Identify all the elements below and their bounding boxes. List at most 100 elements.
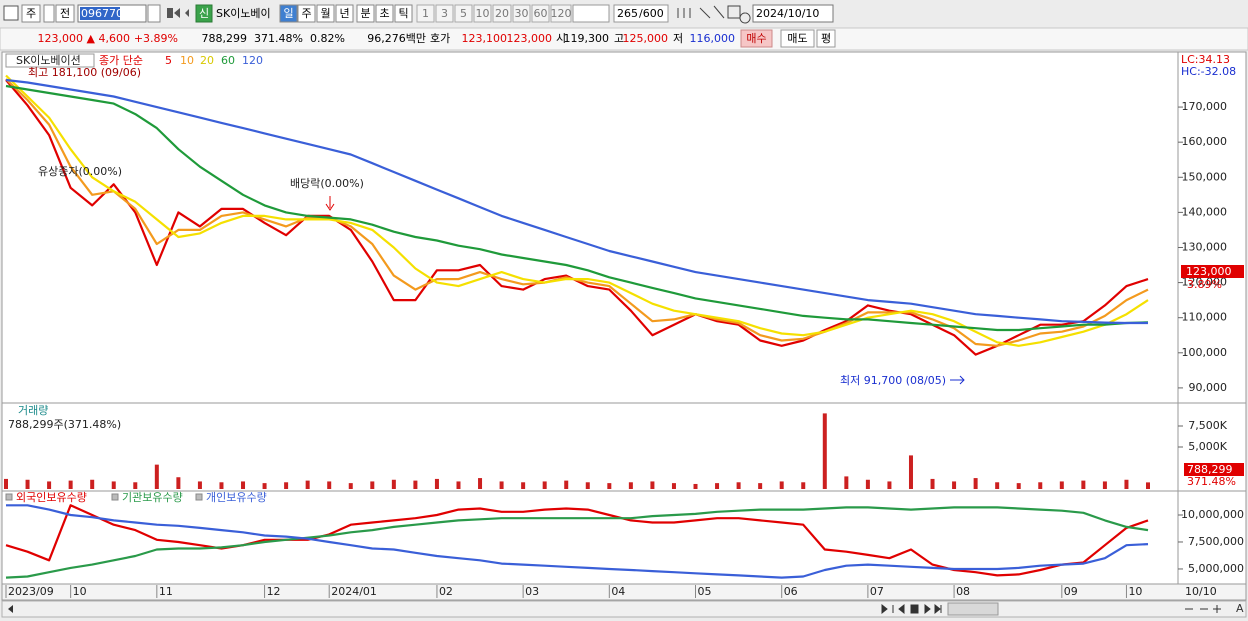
interval-label[interactable]: 120	[551, 7, 572, 20]
count-box[interactable]	[613, 4, 669, 23]
y-tick-label: 140,000	[1182, 205, 1228, 218]
tool-icons[interactable]	[677, 5, 751, 24]
period-label[interactable]: 월	[320, 7, 330, 20]
interval-button[interactable]	[531, 4, 550, 23]
last-volume-box	[1184, 463, 1244, 476]
quote-amount: 96,276백만	[367, 32, 426, 45]
interval-button[interactable]	[435, 4, 454, 23]
y-tick-label: 7,500K	[1188, 419, 1227, 432]
volume-bar	[348, 483, 353, 489]
volume-bar	[499, 481, 504, 489]
period-label[interactable]: 년	[339, 7, 349, 20]
interval-label[interactable]: 3	[441, 7, 448, 20]
y-tick-label: 160,000	[1182, 135, 1228, 148]
period-button[interactable]	[297, 4, 316, 23]
interval-label[interactable]: 20	[495, 7, 509, 20]
eval-button[interactable]	[816, 29, 836, 48]
y-tick-label: 90,000	[1189, 381, 1228, 394]
credit-label: 신	[199, 7, 209, 20]
interval-label[interactable]: 1	[422, 7, 429, 20]
volume-bar	[219, 482, 224, 489]
x-tick-label: 10	[73, 585, 87, 598]
scroll-buttons[interactable]	[881, 603, 942, 615]
period-button[interactable]	[279, 4, 298, 23]
x-tick-label: 07	[870, 585, 884, 598]
quote-ask-label: 호가	[430, 32, 450, 45]
scroll-thumb[interactable]	[947, 602, 999, 616]
dropdown[interactable]	[147, 4, 161, 23]
sell-button[interactable]	[780, 29, 815, 48]
interval-button[interactable]	[492, 4, 512, 23]
sound-icons[interactable]	[167, 8, 189, 18]
quote-change: 4,600	[99, 32, 131, 45]
eval-label[interactable]: 평	[821, 32, 831, 45]
chart-title: SK이노베이션	[16, 54, 81, 67]
select-box[interactable]	[21, 4, 41, 23]
combo-box[interactable]	[572, 4, 610, 23]
period-button[interactable]	[356, 4, 375, 23]
hc-label: HC:-32.08	[1181, 65, 1236, 78]
volume-bar	[68, 480, 73, 489]
volume-bar	[391, 479, 396, 489]
volume-bar	[973, 478, 978, 489]
zoom-label[interactable]: A	[1236, 602, 1244, 615]
x-end-label: 10/10	[1185, 585, 1217, 598]
period-button[interactable]	[375, 4, 394, 23]
y-tick-label: 150,000	[1182, 170, 1228, 183]
stock-code[interactable]: 096770	[81, 7, 123, 20]
x-tick-label: 09	[1064, 585, 1078, 598]
series-line	[6, 504, 1149, 579]
period-button[interactable]	[316, 4, 335, 23]
period-label[interactable]: 주	[301, 7, 311, 20]
credit-badge	[195, 4, 213, 23]
y-tick-label: 120,000	[1182, 276, 1228, 289]
y-tick-label: 7,500,000	[1188, 535, 1244, 548]
sell-label[interactable]: 매도	[787, 32, 807, 45]
button[interactable]	[55, 4, 75, 23]
legend-swatch	[111, 493, 119, 501]
period-button[interactable]	[394, 4, 413, 23]
interval-button[interactable]	[416, 4, 435, 23]
volume-bar	[1102, 481, 1107, 489]
interval-label[interactable]: 5	[460, 7, 467, 20]
volume-bar	[1059, 481, 1064, 489]
legend-entry: 10	[180, 54, 194, 67]
period-label[interactable]: 일	[283, 6, 293, 20]
quote-volume: 788,299	[202, 32, 248, 45]
volume-bar	[650, 481, 655, 489]
quote-bid: 123,000	[507, 32, 553, 45]
scroll-left[interactable]	[8, 605, 13, 613]
volume-bar	[478, 478, 483, 489]
interval-label[interactable]: 10	[476, 7, 490, 20]
period-select[interactable]: 주	[26, 7, 36, 20]
period-label[interactable]: 틱	[398, 7, 408, 20]
volume-bar	[133, 482, 138, 489]
zoom-buttons[interactable]	[1185, 605, 1221, 613]
interval-button[interactable]	[473, 4, 492, 23]
menu-icon[interactable]	[3, 5, 19, 21]
interval-button[interactable]	[512, 4, 531, 23]
date[interactable]: 2024/10/10	[756, 7, 819, 20]
interval-button[interactable]	[550, 4, 572, 23]
interval-button[interactable]	[454, 4, 473, 23]
x-tick-label: 03	[525, 585, 539, 598]
x-tick-label: 12	[267, 585, 281, 598]
interval-label[interactable]: 30	[515, 7, 529, 20]
period-label[interactable]: 분	[360, 7, 370, 20]
panel-subtitle: 788,299주(371.48%)	[8, 418, 121, 431]
interval-label[interactable]: 60	[534, 7, 548, 20]
quote-change-pct: +3.89%	[134, 32, 178, 45]
y-tick-label: 170,000	[1182, 100, 1228, 113]
dropdown[interactable]	[43, 4, 55, 23]
date-input[interactable]	[752, 4, 834, 23]
annotation: 유상증자(0.00%)	[38, 165, 122, 178]
volume-bar	[930, 478, 935, 489]
volume-bar	[284, 482, 289, 489]
buy-label[interactable]: 매수	[746, 32, 766, 45]
scrollbar[interactable]	[1, 600, 1247, 618]
period-label[interactable]: 초	[379, 7, 389, 20]
prev-button[interactable]: 전	[60, 7, 70, 20]
buy-button[interactable]	[740, 29, 773, 48]
panel-title: 거래량	[18, 404, 48, 417]
period-button[interactable]	[335, 4, 354, 23]
